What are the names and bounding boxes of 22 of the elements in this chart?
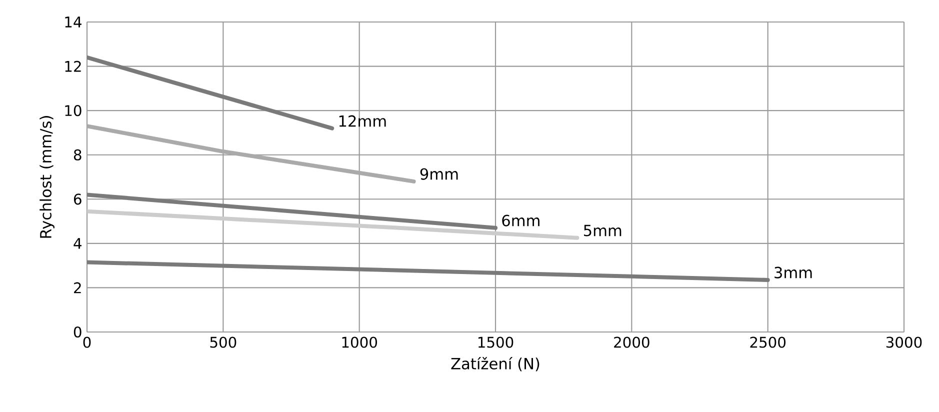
- series-label: 6mm: [502, 214, 540, 226]
- x-tick-label: 2000: [614, 336, 650, 348]
- series-label: 9mm: [420, 168, 458, 180]
- y-tick-label: 12: [65, 60, 81, 72]
- y-axis-title: Rychlost (mm/s): [40, 116, 54, 238]
- series-label: 3mm: [774, 266, 812, 278]
- y-tick-label: 2: [74, 282, 81, 294]
- y-tick-label: 6: [74, 194, 82, 205]
- x-axis-title: Zatížení (N): [451, 356, 540, 372]
- x-tick-label: 0: [83, 336, 91, 348]
- series-label: 5mm: [584, 224, 622, 236]
- x-tick-label: 3000: [886, 336, 922, 348]
- y-tick-label: 10: [65, 105, 82, 116]
- y-tick-label: 8: [74, 149, 82, 160]
- x-tick-label: 500: [210, 336, 236, 348]
- y-tick-label: 14: [65, 16, 82, 28]
- y-tick-label: 0: [74, 326, 82, 338]
- y-tick-label: 4: [74, 238, 82, 249]
- x-tick-label: 1000: [342, 336, 377, 348]
- x-tick-label: 2500: [750, 336, 786, 348]
- x-tick-label: 1500: [478, 336, 514, 348]
- series-label: 12mm: [339, 115, 386, 127]
